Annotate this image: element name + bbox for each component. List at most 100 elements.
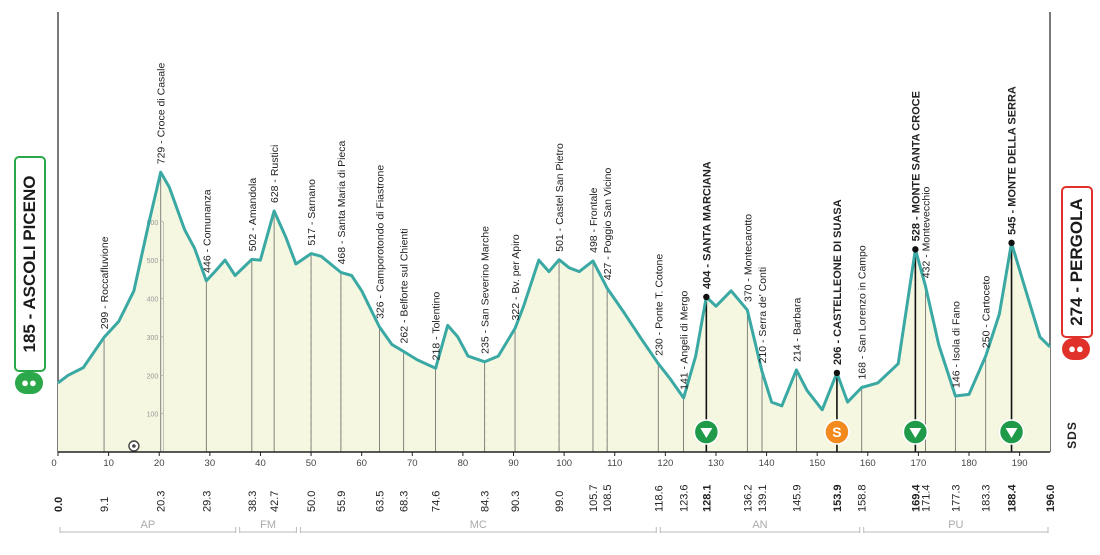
area-texture-dot [885, 439, 887, 441]
area-texture-dot [1005, 287, 1007, 289]
area-texture-dot [421, 447, 423, 449]
area-texture-dot [149, 375, 151, 377]
area-texture-dot [341, 351, 343, 353]
area-texture-dot [117, 415, 119, 417]
area-texture-dot [421, 383, 423, 385]
area-texture-dot [741, 335, 743, 337]
area-texture-dot [565, 375, 567, 377]
area-texture-dot [213, 343, 215, 345]
area-texture-dot [957, 423, 959, 425]
area-texture-dot [549, 359, 551, 361]
area-texture-dot [189, 279, 191, 281]
area-texture-dot [301, 303, 303, 305]
area-texture-dot [341, 311, 343, 313]
area-texture-dot [349, 367, 351, 369]
area-texture-dot [1029, 367, 1031, 369]
area-texture-dot [125, 383, 127, 385]
area-texture-dot [333, 319, 335, 321]
area-texture-dot [725, 375, 727, 377]
area-texture-dot [365, 423, 367, 425]
area-texture-dot [101, 383, 103, 385]
area-texture-dot [613, 415, 615, 417]
area-texture-dot [821, 447, 823, 449]
area-texture-dot [317, 327, 319, 329]
area-texture-dot [125, 447, 127, 449]
area-texture-dot [629, 335, 631, 337]
area-texture-dot [605, 423, 607, 425]
area-texture-dot [557, 391, 559, 393]
area-texture-dot [165, 383, 167, 385]
area-texture-dot [157, 343, 159, 345]
area-texture-dot [661, 391, 663, 393]
area-texture-dot [293, 407, 295, 409]
area-texture-dot [229, 303, 231, 305]
area-texture-dot [869, 431, 871, 433]
area-texture-dot [173, 319, 175, 321]
area-texture-dot [989, 399, 991, 401]
area-texture-dot [189, 391, 191, 393]
area-texture-dot [261, 383, 263, 385]
area-texture-dot [869, 399, 871, 401]
area-texture-dot [197, 447, 199, 449]
area-texture-dot [269, 415, 271, 417]
area-texture-dot [549, 303, 551, 305]
area-texture-dot [573, 279, 575, 281]
area-texture-dot [349, 399, 351, 401]
area-texture-dot [245, 343, 247, 345]
area-texture-dot [589, 287, 591, 289]
area-texture-dot [309, 423, 311, 425]
area-texture-dot [749, 383, 751, 385]
area-texture-dot [69, 391, 71, 393]
area-texture-dot [445, 375, 447, 377]
area-texture-dot [341, 327, 343, 329]
area-texture-dot [509, 375, 511, 377]
area-texture-dot [1005, 407, 1007, 409]
area-texture-dot [1013, 383, 1015, 385]
area-texture-dot [533, 351, 535, 353]
area-texture-dot [629, 423, 631, 425]
area-texture-dot [997, 343, 999, 345]
area-texture-dot [309, 399, 311, 401]
area-texture-dot [181, 247, 183, 249]
area-texture-dot [733, 351, 735, 353]
area-texture-dot [413, 383, 415, 385]
area-texture-dot [469, 367, 471, 369]
area-texture-dot [357, 439, 359, 441]
area-texture-dot [917, 335, 919, 337]
area-texture-dot [309, 271, 311, 273]
area-texture-dot [285, 287, 287, 289]
area-texture-dot [253, 287, 255, 289]
area-texture-dot [277, 287, 279, 289]
area-texture-dot [909, 375, 911, 377]
area-texture-dot [1037, 391, 1039, 393]
distance-label: 74.6 [431, 491, 443, 512]
area-texture-dot [181, 255, 183, 257]
area-texture-dot [1013, 311, 1015, 313]
area-texture-dot [197, 311, 199, 313]
area-texture-dot [253, 383, 255, 385]
area-texture-dot [349, 311, 351, 313]
area-texture-dot [461, 415, 463, 417]
y-tick-label: 300 [147, 335, 159, 342]
area-texture-dot [293, 287, 295, 289]
area-texture-dot [61, 447, 63, 449]
area-texture-dot [717, 391, 719, 393]
area-texture-dot [173, 311, 175, 313]
area-texture-dot [413, 367, 415, 369]
area-texture-dot [181, 327, 183, 329]
distance-label: 145.9 [791, 484, 803, 512]
area-texture-dot [253, 423, 255, 425]
area-texture-dot [549, 407, 551, 409]
area-texture-dot [245, 351, 247, 353]
area-texture-dot [141, 343, 143, 345]
area-texture-dot [621, 431, 623, 433]
area-texture-dot [221, 375, 223, 377]
area-texture-dot [173, 351, 175, 353]
area-texture-dot [741, 319, 743, 321]
area-texture-dot [301, 271, 303, 273]
area-texture-dot [413, 399, 415, 401]
area-texture-dot [293, 335, 295, 337]
area-texture-dot [733, 383, 735, 385]
area-texture-dot [93, 391, 95, 393]
area-texture-dot [653, 431, 655, 433]
